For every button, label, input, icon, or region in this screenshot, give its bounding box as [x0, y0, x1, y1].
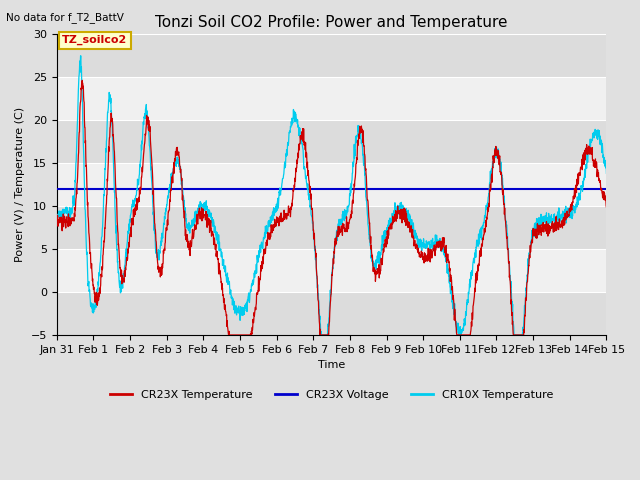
Y-axis label: Power (V) / Temperature (C): Power (V) / Temperature (C)	[15, 107, 25, 262]
X-axis label: Time: Time	[318, 360, 345, 370]
Bar	[57, 163, 607, 206]
Legend: CR23X Temperature, CR23X Voltage, CR10X Temperature: CR23X Temperature, CR23X Voltage, CR10X …	[106, 386, 557, 405]
Bar	[57, 34, 607, 77]
Bar	[57, 77, 607, 120]
Bar	[57, 292, 607, 335]
Text: TZ_soilco2: TZ_soilco2	[62, 35, 127, 45]
Bar	[57, 206, 607, 249]
Text: No data for f_T2_BattV: No data for f_T2_BattV	[6, 12, 124, 23]
Bar	[57, 249, 607, 292]
Bar	[57, 120, 607, 163]
Title: Tonzi Soil CO2 Profile: Power and Temperature: Tonzi Soil CO2 Profile: Power and Temper…	[156, 15, 508, 30]
